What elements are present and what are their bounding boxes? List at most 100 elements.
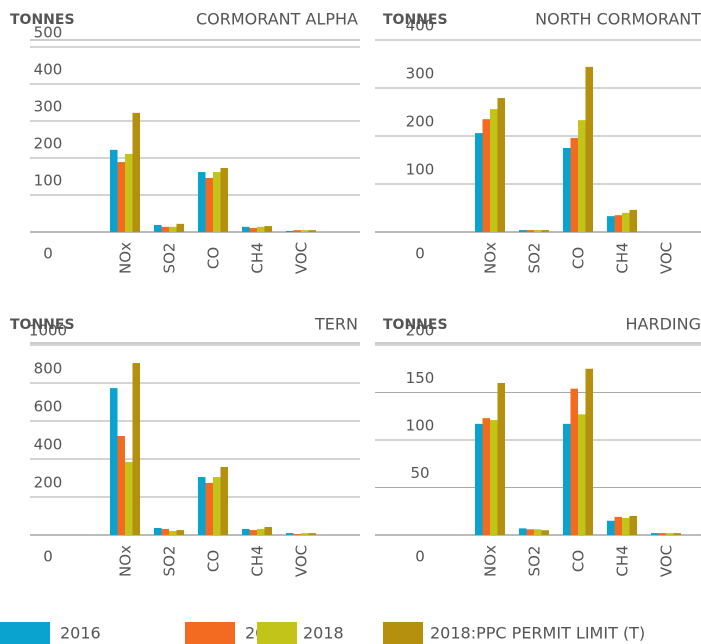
bar xyxy=(161,226,169,232)
legend-swatch xyxy=(185,622,235,644)
y-tick-label: 0 xyxy=(415,245,425,263)
bar xyxy=(213,477,221,535)
x-tick-label: CO xyxy=(205,550,223,572)
bar xyxy=(585,66,593,232)
bar xyxy=(154,527,162,535)
x-tick-label: VOC xyxy=(293,545,311,577)
bar xyxy=(497,383,505,535)
bar xyxy=(220,466,228,535)
bar xyxy=(666,533,674,535)
bar xyxy=(482,418,490,535)
bar xyxy=(308,533,316,535)
bar xyxy=(205,482,213,535)
bar xyxy=(132,112,140,232)
bar xyxy=(205,177,213,232)
x-tick-label: CH4 xyxy=(614,242,632,273)
bar xyxy=(570,137,578,232)
y-tick-label: 400 xyxy=(34,61,63,79)
x-tick-label: NOx xyxy=(117,545,135,577)
bar xyxy=(497,98,505,232)
y-tick-label: 200 xyxy=(34,474,63,492)
bar xyxy=(125,153,133,232)
bar xyxy=(242,528,250,535)
bar xyxy=(169,531,177,535)
x-tick-label: SO2 xyxy=(526,243,544,274)
bar xyxy=(213,172,221,232)
bar xyxy=(519,230,527,232)
bar xyxy=(541,530,549,535)
bar xyxy=(607,216,615,232)
bar xyxy=(622,517,630,535)
bar xyxy=(249,227,257,232)
x-tick-label: NOx xyxy=(117,242,135,274)
bar xyxy=(257,528,265,535)
y-tick-label: 50 xyxy=(410,464,429,482)
x-tick-label: CO xyxy=(570,550,588,572)
y-tick-label: 200 xyxy=(34,135,63,153)
y-tick-label: 300 xyxy=(406,65,435,83)
y-tick-label: 300 xyxy=(34,98,63,116)
legend-label: 2018 xyxy=(303,624,344,643)
y-tick-label: 100 xyxy=(406,417,435,435)
bar xyxy=(286,533,294,535)
bar xyxy=(257,226,265,232)
y-tick-label: 100 xyxy=(406,161,435,179)
legend-label: 2018:PPC PERMIT LIMIT (T) xyxy=(430,624,645,643)
bar xyxy=(249,530,257,535)
bar xyxy=(117,436,125,535)
bar xyxy=(673,533,681,535)
chart-title: CORMORANT ALPHA xyxy=(196,10,358,29)
bar xyxy=(534,529,542,535)
bar xyxy=(578,414,586,535)
bar xyxy=(264,527,272,535)
x-tick-label: VOC xyxy=(658,242,676,274)
bar xyxy=(161,528,169,535)
bar xyxy=(526,230,534,232)
bar xyxy=(607,520,615,535)
x-tick-label: CO xyxy=(205,247,223,269)
x-tick-label: SO2 xyxy=(161,546,179,577)
bar xyxy=(220,167,228,232)
y-axis-label: TONNES xyxy=(383,12,448,28)
y-tick-label: 600 xyxy=(34,398,63,416)
bar xyxy=(308,230,316,232)
x-tick-label: CO xyxy=(570,247,588,269)
bar xyxy=(519,528,527,535)
bar xyxy=(110,149,118,232)
legend-swatch xyxy=(0,622,50,644)
y-tick-label: 100 xyxy=(34,172,63,190)
x-tick-label: VOC xyxy=(658,545,676,577)
bar xyxy=(622,212,630,232)
bar xyxy=(490,109,498,232)
bar xyxy=(264,226,272,232)
bar xyxy=(475,133,483,232)
bar xyxy=(563,148,571,232)
chart-title: HARDING xyxy=(626,315,701,334)
y-tick-label: 400 xyxy=(406,17,435,35)
bar xyxy=(301,230,309,232)
y-tick-label: 0 xyxy=(43,548,53,566)
bar xyxy=(110,388,118,535)
bar xyxy=(198,172,206,232)
x-tick-label: VOC xyxy=(293,242,311,274)
bar xyxy=(198,477,206,535)
bar xyxy=(534,230,542,232)
legend-swatch xyxy=(257,622,297,644)
y-tick-label: 1000 xyxy=(29,322,67,340)
y-tick-label: 500 xyxy=(34,24,63,42)
bar xyxy=(176,223,184,232)
x-tick-label: SO2 xyxy=(526,546,544,577)
bar xyxy=(132,363,140,535)
y-axis-label: TONNES xyxy=(10,12,75,28)
bar xyxy=(117,162,125,232)
y-axis-label: TONNES xyxy=(383,317,448,333)
y-tick-label: 200 xyxy=(406,322,435,340)
bar xyxy=(242,226,250,232)
y-axis-label: TONNES xyxy=(10,317,75,333)
bar xyxy=(169,226,177,232)
x-tick-label: CH4 xyxy=(614,545,632,576)
bar xyxy=(570,388,578,535)
bar xyxy=(526,529,534,535)
bar xyxy=(614,215,622,232)
